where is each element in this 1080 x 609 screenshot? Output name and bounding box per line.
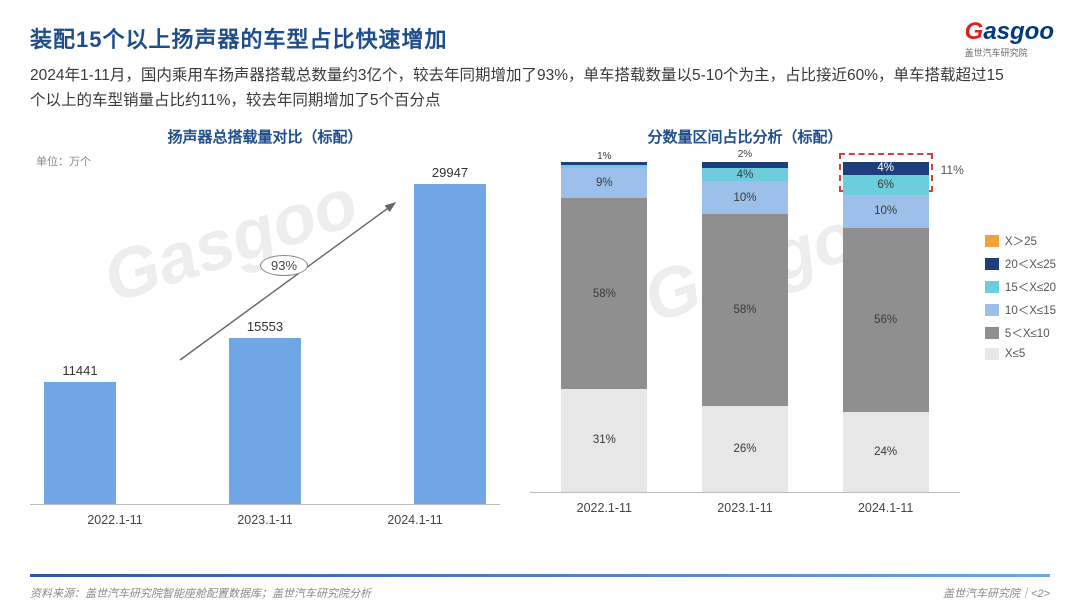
bar-value-label: 15553 bbox=[247, 319, 283, 334]
legend-row: X≤5 bbox=[985, 348, 1056, 360]
logo-text-g: G bbox=[965, 18, 984, 45]
stack-segment: 4% bbox=[702, 168, 788, 181]
legend-swatch bbox=[985, 235, 999, 247]
legend-label: 10＜X≤15 bbox=[1005, 302, 1056, 318]
segment-label: 4% bbox=[877, 162, 894, 174]
legend-swatch bbox=[985, 348, 999, 360]
stack-segment: 6% bbox=[843, 175, 929, 195]
bar-chart-plot: 93% 114411555329947 bbox=[30, 175, 500, 505]
legend-row: 20＜X≤25 bbox=[985, 256, 1056, 272]
footer: 资料来源：盖世汽车研究院智能座舱配置数据库；盖世汽车研究院分析 盖世汽车研究院｜… bbox=[30, 585, 1050, 601]
bar bbox=[229, 338, 301, 504]
segment-label: 10% bbox=[733, 192, 756, 204]
legend-label: 15＜X≤20 bbox=[1005, 279, 1056, 295]
stack-segment: 9% bbox=[561, 168, 647, 198]
legend-row: X＞25 bbox=[985, 233, 1056, 249]
legend-label: X＞25 bbox=[1005, 233, 1037, 249]
logo-subtext: 盖世汽车研究院 bbox=[965, 46, 1054, 59]
xaxis-label: 2023.1-11 bbox=[717, 501, 772, 515]
segment-label: 24% bbox=[874, 446, 897, 458]
legend-swatch bbox=[985, 304, 999, 316]
segment-label: 2% bbox=[738, 149, 752, 160]
xaxis-label: 2023.1-11 bbox=[237, 513, 292, 527]
stack-segment: 2% bbox=[702, 162, 788, 169]
callout-label: 11% bbox=[941, 163, 964, 177]
logo-text-rest: asgoo bbox=[983, 18, 1054, 45]
segment-label: 31% bbox=[593, 434, 616, 446]
bar-value-label: 29947 bbox=[432, 165, 468, 180]
xaxis-label: 2024.1-11 bbox=[858, 501, 913, 515]
bar bbox=[414, 184, 486, 503]
bar-group: 29947 bbox=[405, 165, 495, 503]
stack-column: 31%58%9%1% bbox=[561, 162, 647, 492]
stack-column: 24% 56% 10% 6% 4% bbox=[843, 162, 929, 492]
growth-label: 93% bbox=[260, 255, 308, 276]
stacked-chart-title: 分数量区间占比分析（标配） bbox=[530, 126, 960, 147]
stacked-chart: 分数量区间占比分析（标配） 11% 31%58%9%1%26%58%10%4%2… bbox=[530, 126, 1050, 527]
legend-label: 20＜X≤25 bbox=[1005, 256, 1056, 272]
stack-segment: 26% bbox=[702, 406, 788, 492]
xaxis-label: 2022.1-11 bbox=[577, 501, 632, 515]
legend-label: 5＜X≤10 bbox=[1005, 325, 1050, 341]
footer-source: 资料来源：盖世汽车研究院智能座舱配置数据库；盖世汽车研究院分析 bbox=[30, 585, 371, 601]
segment-label: 6% bbox=[877, 179, 894, 191]
footer-divider bbox=[30, 574, 1050, 577]
bar bbox=[44, 382, 116, 504]
segment-label: 4% bbox=[737, 169, 754, 181]
stack-segment: 56% bbox=[843, 228, 929, 413]
legend-row: 5＜X≤10 bbox=[985, 325, 1056, 341]
xaxis-label: 2022.1-11 bbox=[87, 513, 142, 527]
page-subtitle: 2024年1-11月，国内乘用车扬声器搭载总数量约3亿个，较去年同期增加了93%… bbox=[30, 64, 1010, 114]
stack-segment: 58% bbox=[702, 214, 788, 405]
legend-row: 10＜X≤15 bbox=[985, 302, 1056, 318]
stack-segment: 10% bbox=[843, 195, 929, 228]
bar-value-label: 11441 bbox=[62, 363, 97, 378]
stack-segment: 4% bbox=[843, 162, 929, 175]
segment-label: 58% bbox=[733, 304, 756, 316]
xaxis-label: 2024.1-11 bbox=[387, 513, 442, 527]
segment-label: 26% bbox=[733, 443, 756, 455]
segment-label: 56% bbox=[874, 314, 897, 326]
bar-group: 15553 bbox=[220, 319, 310, 504]
segment-label: 10% bbox=[874, 205, 897, 217]
legend: X＞25 20＜X≤25 15＜X≤20 10＜X≤15 5＜X≤10 X≤5 bbox=[985, 226, 1056, 367]
page-title: 装配15个以上扬声器的车型占比快速增加 bbox=[30, 22, 1050, 54]
stacked-chart-xaxis: 2022.1-11 2023.1-11 2024.1-11 bbox=[530, 501, 960, 515]
bar-chart-title: 扬声器总搭载量对比（标配） bbox=[30, 126, 500, 147]
legend-swatch bbox=[985, 258, 999, 270]
stacked-chart-plot: 11% 31%58%9%1%26%58%10%4%2%24%56%10%6%4% bbox=[530, 153, 960, 493]
bar-chart-xaxis: 2022.1-11 2023.1-11 2024.1-11 bbox=[30, 513, 500, 527]
footer-page: 盖世汽车研究院｜<2> bbox=[943, 585, 1050, 601]
legend-row: 15＜X≤20 bbox=[985, 279, 1056, 295]
bar-group: 11441 bbox=[35, 363, 125, 504]
legend-swatch bbox=[985, 327, 999, 339]
stack-column: 26% 58% 10% 4%2% bbox=[702, 162, 788, 492]
segment-label: 9% bbox=[596, 177, 613, 189]
bar-chart: 扬声器总搭载量对比（标配） 单位：万个 93% 114411555329947 … bbox=[30, 126, 500, 527]
legend-swatch bbox=[985, 281, 999, 293]
slide: Gasgoo Gasgoo Gasgoo 盖世汽车研究院 装配15个以上扬声器的… bbox=[0, 0, 1080, 609]
stack-segment: 58% bbox=[561, 198, 647, 389]
segment-label: 1% bbox=[597, 151, 611, 162]
stack-segment: 10% bbox=[702, 181, 788, 214]
legend-label: X≤5 bbox=[1005, 348, 1025, 360]
stack-segment: 31% bbox=[561, 389, 647, 491]
charts-row: 扬声器总搭载量对比（标配） 单位：万个 93% 114411555329947 … bbox=[30, 126, 1050, 527]
stack-segment: 24% bbox=[843, 412, 929, 491]
brand-logo: Gasgoo 盖世汽车研究院 bbox=[965, 18, 1054, 59]
segment-label: 58% bbox=[593, 288, 616, 300]
